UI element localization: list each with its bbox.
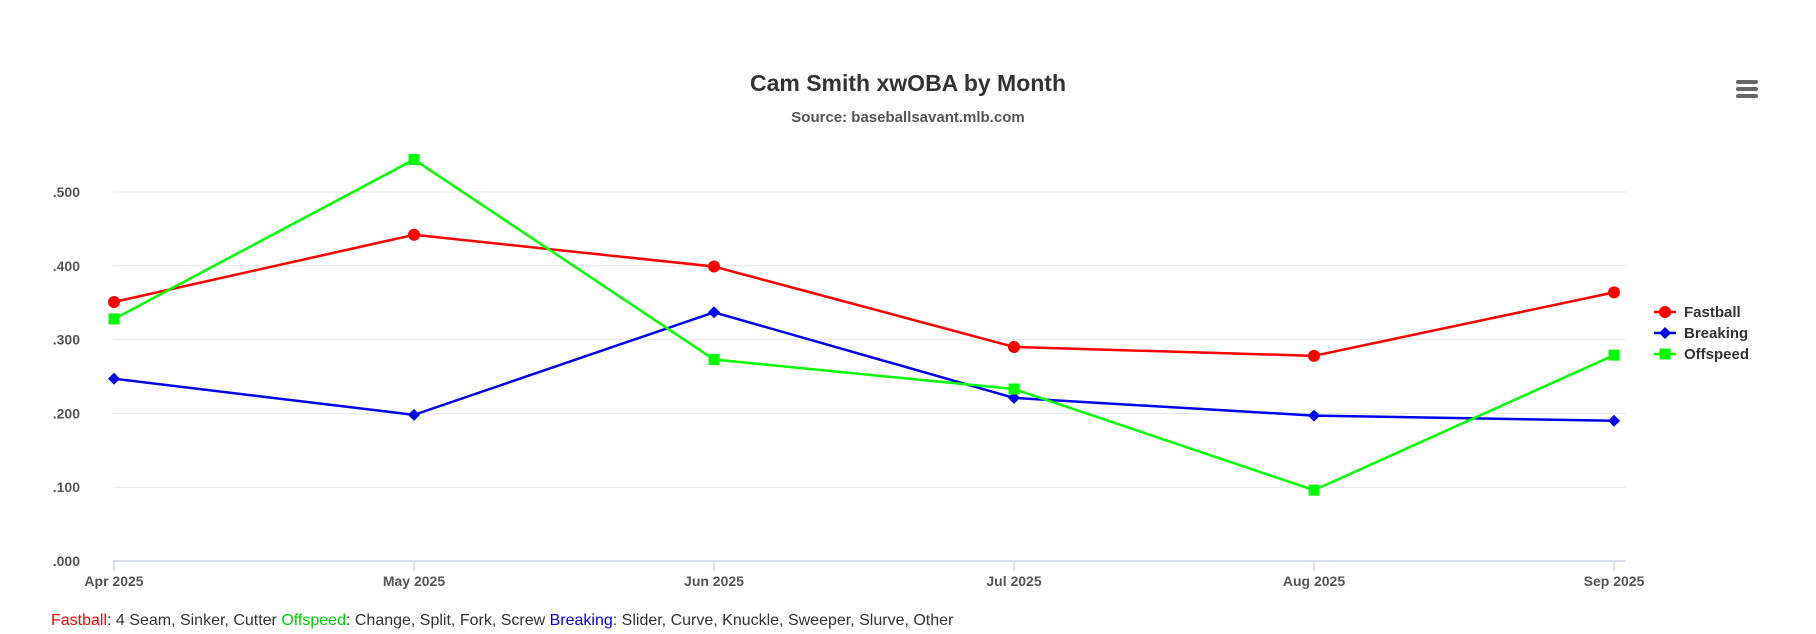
grid-lines — [113, 191, 1626, 488]
data-point-offspeed[interactable] — [1008, 383, 1020, 395]
legend-label: Offspeed — [1684, 346, 1749, 363]
x-tick-label: Jul 2025 — [986, 573, 1041, 589]
legend-label: Fastball — [1684, 304, 1741, 321]
y-tick-label: .000 — [53, 553, 80, 569]
chart-subtitle: Source: baseballsavant.mlb.com — [791, 109, 1024, 126]
chart-menu-button[interactable] — [1734, 78, 1760, 100]
legend-label: Breaking — [1684, 325, 1748, 342]
legend-marker[interactable] — [1659, 327, 1671, 339]
pitch-type-footnote: Fastball: 4 Seam, Sinker, Cutter Offspee… — [51, 612, 953, 630]
data-point-offspeed[interactable] — [708, 354, 720, 366]
y-axis: .000 .100 .200 .300 .400 .500 — [53, 184, 80, 569]
data-point-fastball[interactable] — [708, 260, 720, 273]
series-line-fastball — [113, 233, 1615, 358]
series-offspeed — [108, 154, 1620, 496]
y-tick-label: .500 — [53, 184, 80, 200]
data-point-breaking[interactable] — [1308, 409, 1320, 422]
x-tick-label: Sep 2025 — [1584, 573, 1645, 589]
data-point-offspeed[interactable] — [108, 313, 120, 325]
data-point-breaking[interactable] — [108, 372, 120, 385]
y-tick-label: .400 — [53, 258, 80, 274]
chart-title: Cam Smith xwOBA by Month — [750, 70, 1066, 96]
footnote-breaking-label: Breaking — [549, 612, 613, 629]
footnote-offspeed-label: Offspeed — [281, 612, 346, 629]
series-line-breaking — [113, 311, 1615, 423]
legend-marker[interactable] — [1659, 306, 1671, 318]
data-point-fastball[interactable] — [408, 228, 420, 241]
footnote-breaking-text: : Slider, Curve, Knuckle, Sweeper, Slurv… — [612, 612, 954, 629]
legend-item-offspeed[interactable]: Offspeed — [1654, 346, 1749, 363]
footnote-offspeed-text: : Change, Split, Fork, Screw — [345, 612, 550, 629]
series-lines — [108, 154, 1620, 496]
data-point-breaking[interactable] — [408, 408, 420, 421]
data-point-fastball[interactable] — [1308, 349, 1320, 362]
legend-item-fastball[interactable]: Fastball — [1654, 304, 1741, 321]
x-tick-label: Jun 2025 — [684, 573, 744, 589]
hamburger-menu-icon — [1736, 80, 1758, 98]
x-tick-label: Aug 2025 — [1283, 573, 1345, 589]
legend-item-breaking[interactable]: Breaking — [1654, 325, 1748, 342]
x-axis: Apr 2025 May 2025 Jun 2025 Jul 2025 Aug 2025… — [84, 560, 1645, 589]
y-tick-label: .300 — [53, 332, 80, 348]
y-tick-label: .100 — [53, 479, 80, 495]
series-fastball — [108, 228, 1620, 362]
data-point-offspeed[interactable] — [408, 154, 420, 166]
footnote-fastball-label: Fastball — [51, 612, 108, 629]
x-tick-label: May 2025 — [383, 573, 445, 589]
y-tick-label: .200 — [53, 405, 80, 421]
series-breaking — [108, 306, 1620, 427]
data-point-offspeed[interactable] — [1608, 349, 1620, 361]
data-point-fastball[interactable] — [108, 295, 120, 308]
footnote-fastball-text: : 4 Seam, Sinker, Cutter — [107, 612, 282, 629]
legend-marker[interactable] — [1659, 348, 1671, 360]
data-point-breaking[interactable] — [1008, 391, 1020, 404]
data-point-breaking[interactable] — [708, 306, 720, 319]
data-point-offspeed[interactable] — [1308, 484, 1320, 496]
data-point-fastball[interactable] — [1608, 286, 1620, 299]
x-tick-label: Apr 2025 — [84, 573, 143, 589]
legend[interactable]: Fastball Breaking Offspeed — [1654, 304, 1749, 363]
series-line-offspeed — [113, 158, 1615, 492]
data-point-fastball[interactable] — [1008, 340, 1020, 353]
data-point-breaking[interactable] — [1608, 414, 1620, 427]
